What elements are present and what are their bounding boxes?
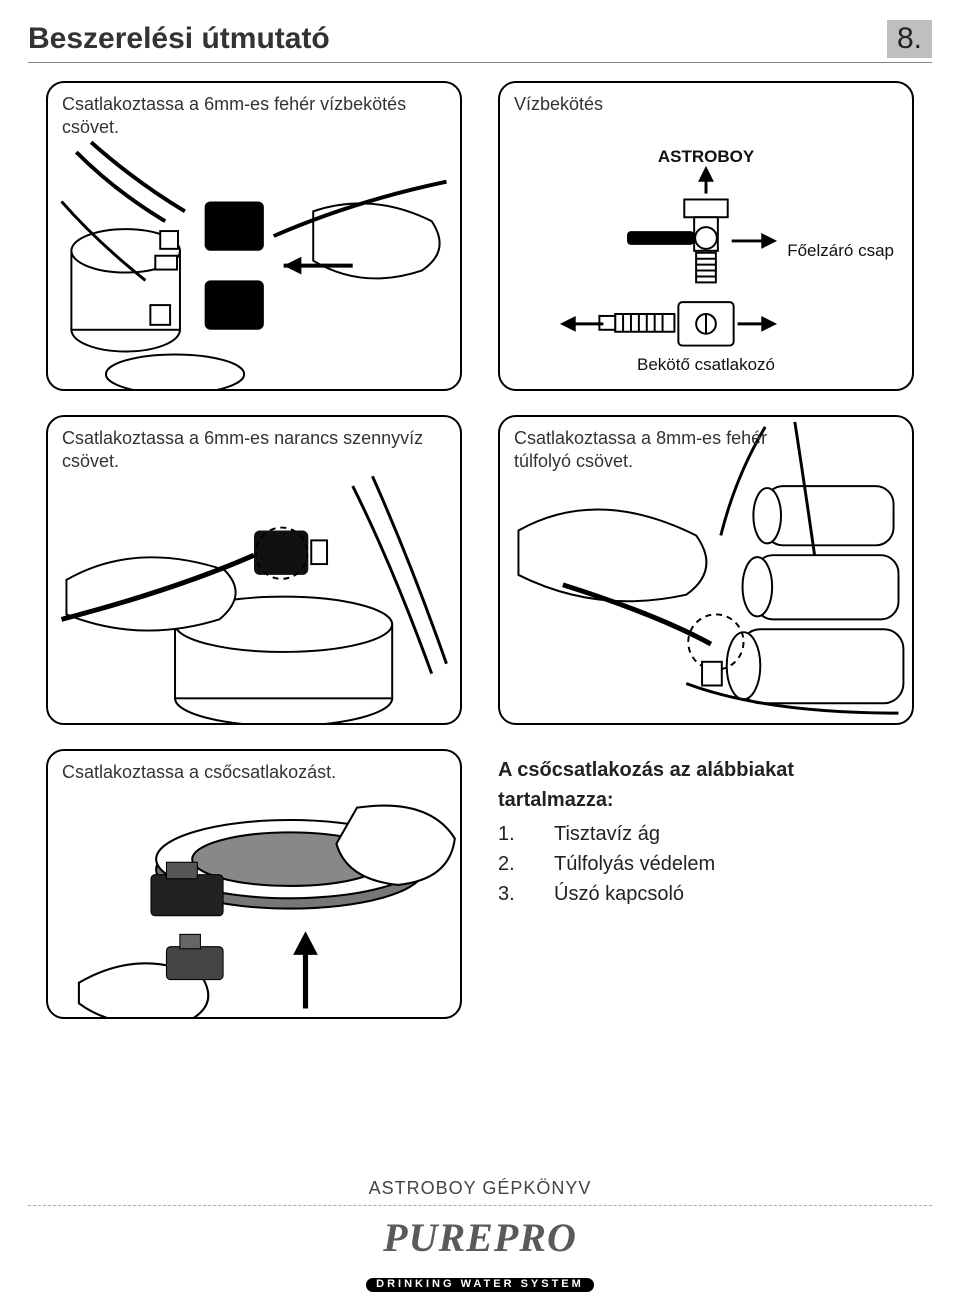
list-item: 1.Tisztavíz ág xyxy=(498,819,914,849)
panel-connect-white-8mm: Csatlakoztassa a 8mm-es fehér túlfolyó c… xyxy=(498,415,914,725)
panel-connect-white-6mm: Csatlakoztassa a 6mm-es fehér vízbekötés… xyxy=(46,81,462,391)
logo-sub-text: DRINKING WATER SYSTEM xyxy=(366,1278,594,1292)
panel-caption: Csatlakoztassa a 6mm-es fehér vízbekötés… xyxy=(62,93,446,138)
page-footer: ASTROBOY GÉPKÖNYV PUREPRO DRINKING WATER… xyxy=(0,1178,960,1292)
panel-caption: Csatlakoztassa a 8mm-es fehér túlfolyó c… xyxy=(514,427,802,472)
page-number: 8. xyxy=(887,20,932,58)
panel-row-3: Csatlakoztassa a csőcsatlakozást. A csőc… xyxy=(28,749,932,1019)
panel-caption: Csatlakoztassa a 6mm-es narancs szennyví… xyxy=(62,427,446,472)
footer-text: ASTROBOY GÉPKÖNYV xyxy=(0,1178,960,1199)
purepro-logo: PUREPRO DRINKING WATER SYSTEM xyxy=(0,1220,960,1292)
list-title: A csőcsatlakozás az alábbiakat tartalmaz… xyxy=(498,755,914,815)
panel-water-hookup: Vízbekötés ASTROBOY Főelzáró csap Bekötő… xyxy=(498,81,914,391)
illustration-water-hookup xyxy=(500,83,912,389)
list-item: 3.Úszó kapcsoló xyxy=(498,879,914,909)
footer-divider xyxy=(28,1205,932,1206)
panel-caption: Vízbekötés xyxy=(514,93,898,116)
panel-connect-pipe-connector: Csatlakoztassa a csőcsatlakozást. xyxy=(46,749,462,1019)
page-header: Beszerelési útmutató 8. xyxy=(28,20,932,63)
list-item: 2.Túlfolyás védelem xyxy=(498,849,914,879)
page-title: Beszerelési útmutató xyxy=(28,22,330,56)
logo-main-text: PUREPRO xyxy=(383,1215,577,1260)
panel-grid: Csatlakoztassa a 6mm-es fehér vízbekötés… xyxy=(28,81,932,725)
panel-caption: Csatlakoztassa a csőcsatlakozást. xyxy=(62,761,446,784)
panel-connect-orange-6mm: Csatlakoztassa a 6mm-es narancs szennyví… xyxy=(46,415,462,725)
connector-contents-list: A csőcsatlakozás az alábbiakat tartalmaz… xyxy=(498,749,914,1019)
illustration-pipe-connector xyxy=(48,751,460,1019)
